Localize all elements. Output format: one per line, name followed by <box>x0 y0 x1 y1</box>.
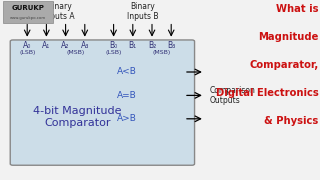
Text: A=B: A=B <box>116 91 136 100</box>
Text: (MSB): (MSB) <box>152 50 171 55</box>
Text: www.gurukpo.com: www.gurukpo.com <box>10 16 46 20</box>
Text: Comparator,: Comparator, <box>249 60 318 70</box>
FancyBboxPatch shape <box>10 40 195 165</box>
Text: A₂: A₂ <box>61 40 70 50</box>
Text: B₂: B₂ <box>148 40 156 50</box>
Text: 4-bit Magnitude
Comparator: 4-bit Magnitude Comparator <box>33 107 122 128</box>
Text: A₁: A₁ <box>42 40 51 50</box>
Text: A>B: A>B <box>116 114 136 123</box>
Text: A₀: A₀ <box>23 40 31 50</box>
Text: What is: What is <box>276 4 318 15</box>
Text: A₃: A₃ <box>81 40 89 50</box>
Text: Comparison
Outputs: Comparison Outputs <box>210 86 255 105</box>
Text: A<B: A<B <box>116 68 136 76</box>
Text: Magnitude: Magnitude <box>258 32 318 42</box>
FancyBboxPatch shape <box>3 1 53 23</box>
Text: (MSB): (MSB) <box>66 50 84 55</box>
Text: (LSB): (LSB) <box>19 50 36 55</box>
Text: GURUKP: GURUKP <box>12 5 44 11</box>
Text: Binary
Inputs A: Binary Inputs A <box>44 2 75 21</box>
Text: & Physics: & Physics <box>264 116 318 126</box>
Text: B₀: B₀ <box>109 40 118 50</box>
Text: B₁: B₁ <box>129 40 137 50</box>
Text: Digital Electronics: Digital Electronics <box>216 88 318 98</box>
Text: Binary
Inputs B: Binary Inputs B <box>127 2 158 21</box>
Text: B₃: B₃ <box>167 40 175 50</box>
Text: (LSB): (LSB) <box>105 50 122 55</box>
